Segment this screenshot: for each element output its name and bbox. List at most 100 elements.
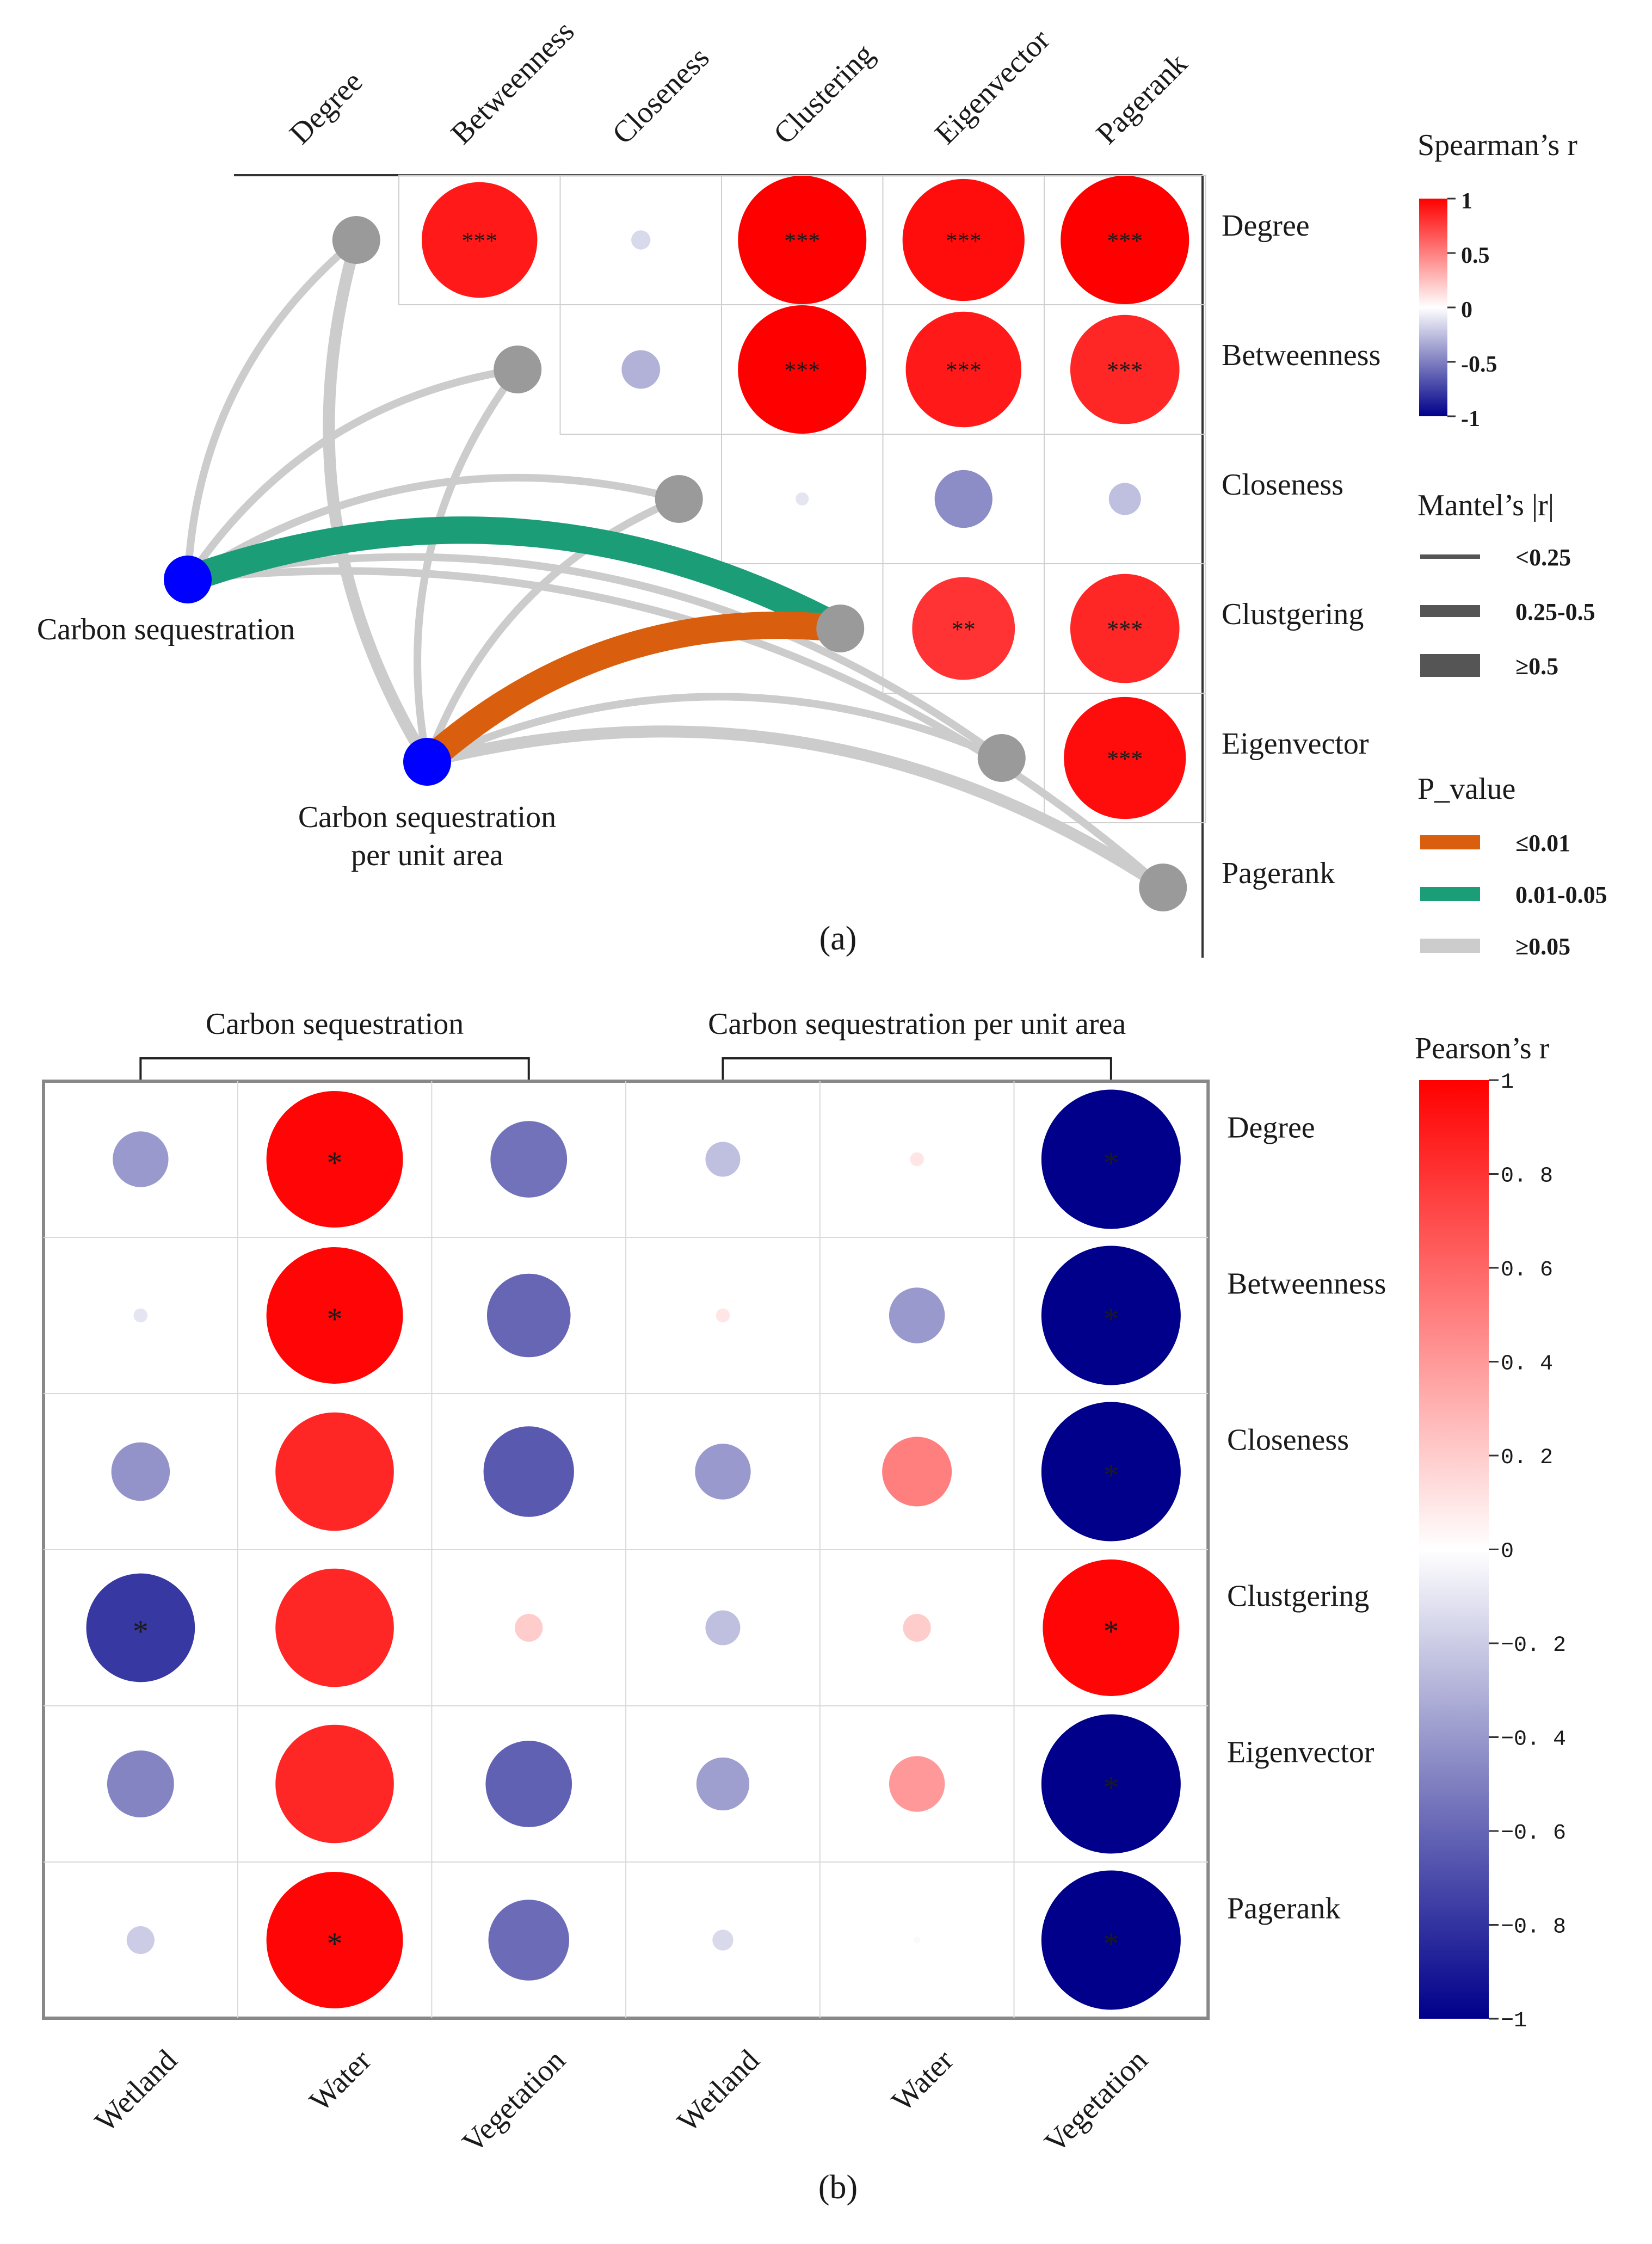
pearson-tick-label: 0. 2 [1501,1446,1553,1470]
spearman-tick-label: -1 [1461,406,1480,431]
pearson-circle-clustgering-wetland-3 [705,1610,741,1645]
significance-mark: * [1103,1926,1119,1962]
spearman-circle-eigenvector-pagerank [1064,696,1186,819]
pearson-circle-eigenvector-wetland-0 [107,1750,174,1817]
column-label-betweenness: Betweenness [445,15,581,151]
significance-mark: *** [784,227,820,254]
mantel-link-carbon-sequestration-per-unit-area-betweenness [414,366,522,766]
panel-a-grid [234,174,1206,958]
spearman-circle-degree-betweenness [422,182,538,298]
network-nodes [164,216,1187,911]
significance-mark: *** [461,227,497,254]
pearson-circle-pagerank-vegetation-2 [488,1900,569,1981]
spearman-tick-label: 1 [1461,189,1472,214]
row-label-degree: Degree [1222,209,1310,243]
mantel-link-carbon-sequestration-per-unit-area-eigenvector [423,693,1006,766]
pearson-circle-eigenvector-water-4 [889,1756,945,1812]
pearson-circle-pagerank-wetland-0 [126,1926,155,1955]
group-bracket [139,1057,530,1080]
pearson-circle-closeness-wetland-3 [695,1444,751,1500]
significance-mark: *** [946,357,982,384]
group-brackets: Carbon sequestration Carbon sequestration… [139,1007,1126,1080]
pearson-circle-degree-water-1 [266,1091,403,1228]
pearson-circle-betweenness-vegetation-2 [486,1273,571,1358]
panel-b-label: (b) [818,2169,858,2206]
column-label-closeness: Closeness [606,41,716,151]
p-value-legend-title: P_value [1417,772,1515,806]
significance-mark: * [1103,1770,1119,1805]
row-label-clustgering: Clustgering [1222,597,1364,631]
spearman-circle-closeness-clustering [796,492,809,505]
source-label-line: per unit area [351,839,503,872]
node-eigenvector [977,734,1026,782]
mantel-link-carbon-sequestration-clustering [174,516,854,642]
spearman-tick-label: 0.5 [1461,243,1490,268]
panel-b: Carbon sequestration Carbon sequestration… [42,1007,1566,2206]
significance-mark: *** [946,227,982,254]
row-label-betweenness: Betweenness [1227,1267,1386,1301]
mantel-legend-items: <0.25 0.25-0.5 ≥0.5 [1420,544,1595,680]
significance-mark: ** [952,616,976,643]
significance-mark: *** [1107,616,1143,643]
pearson-circle-betweenness-water-1 [266,1247,403,1384]
mantel-legend-label: 0.25-0.5 [1515,599,1595,625]
row-label-degree: Degree [1227,1111,1315,1145]
significance-mark: * [1103,1302,1119,1337]
column-label-wetland: Wetland [671,2043,766,2138]
pearson-tick-label: −0. 2 [1501,1633,1566,1658]
spearman-circle-betweenness-closeness [621,350,661,389]
significance-mark: *** [784,357,820,384]
column-label-wetland: Wetland [89,2043,184,2138]
mantel-link-carbon-sequestration-per-unit-area-pagerank [421,725,1169,893]
pearson-circle-clustgering-vegetation-5 [1043,1559,1180,1696]
source-node-carbon-sequestration [164,556,212,603]
pearson-circles: * * * * * * * * * * [86,1089,1181,2010]
column-label-water: Water [885,2043,960,2118]
spearman-circle-degree-closeness [631,230,651,250]
pearson-circle-closeness-vegetation-5 [1041,1402,1181,1542]
significance-mark: * [1103,1145,1119,1181]
mantel-legend-label: <0.25 [1515,544,1571,571]
row-label-pagerank: Pagerank [1222,856,1335,890]
spearman-legend-title: Spearman’s r [1417,128,1577,162]
mantel-link-carbon-sequestration-degree [184,236,360,583]
row-label-eigenvector: Eigenvector [1222,727,1369,761]
pearson-tick-label: 0. 6 [1501,1258,1553,1283]
pearson-circle-closeness-vegetation-2 [483,1426,574,1517]
pearson-circle-degree-water-4 [910,1152,924,1167]
spearman-circle-closeness-pagerank [1108,483,1141,515]
pearson-colorbar [1419,1080,1489,2019]
pearson-tick-label: −1 [1501,2009,1527,2033]
pearson-circle-clustgering-water-1 [275,1568,394,1687]
pearson-circle-betweenness-wetland-0 [133,1308,148,1323]
pearson-circle-pagerank-vegetation-5 [1041,1870,1181,2010]
column-label-water: Water [303,2043,378,2118]
mantel-source-labels: Carbon sequestration Carbon sequestration… [37,613,556,872]
row-label-clustgering: Clustgering [1227,1580,1369,1613]
mantel-legend-label: ≥0.5 [1515,653,1558,680]
spearman-tick-label: -0.5 [1461,352,1497,377]
mantel-link-carbon-sequestration-closeness [184,473,683,583]
significance-mark: * [327,1145,343,1181]
panel-b-row-labels: Degree Betweenness Closeness Clustgering Eig… [1227,1111,1386,1926]
pearson-circle-degree-vegetation-5 [1041,1089,1181,1229]
pearson-circle-eigenvector-vegetation-2 [485,1741,572,1827]
pearson-circle-eigenvector-water-1 [275,1724,394,1844]
pearson-circle-pagerank-water-4 [914,1937,921,1944]
spearman-circle-clustering-eigenvector [912,577,1015,680]
pearson-circle-betweenness-wetland-3 [716,1308,730,1323]
row-label-closeness: Closeness [1227,1423,1349,1457]
panel-b-grid [42,1080,1210,2020]
pearson-tick-label: −0. 8 [1501,1915,1566,1940]
p-legend-label: 0.01-0.05 [1515,881,1607,908]
pearson-circle-clustgering-vegetation-2 [515,1613,543,1642]
row-label-eigenvector: Eigenvector [1227,1736,1374,1770]
column-label-pagerank: Pagerank [1090,47,1194,151]
spearman-circle-degree-pagerank [1061,176,1189,304]
column-label-vegetation: Vegetation [1038,2043,1154,2159]
node-clustering [816,605,865,652]
p-legend-label: ≥0.05 [1515,933,1570,960]
pearson-circle-degree-vegetation-2 [490,1121,568,1198]
column-label-clustering: Clustering [767,37,881,151]
pearson-circle-closeness-water-1 [275,1412,394,1531]
